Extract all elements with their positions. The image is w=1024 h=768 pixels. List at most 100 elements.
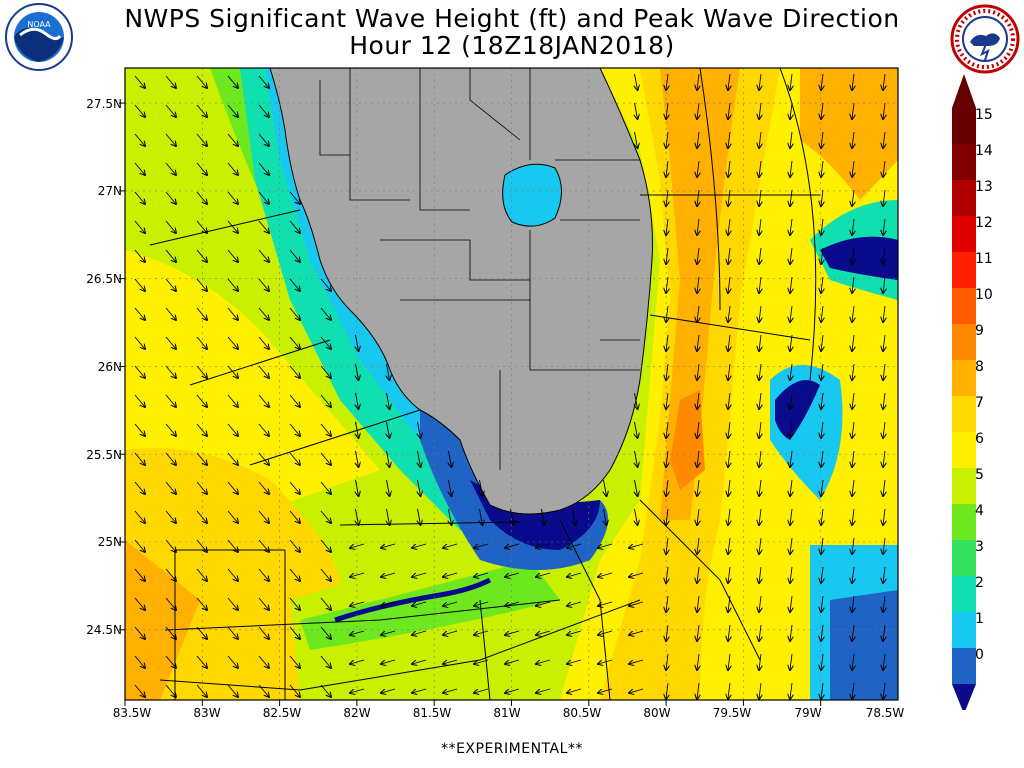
wave-arrow: [196, 75, 207, 88]
wave-arrow: [666, 334, 668, 351]
wave-arrow: [852, 479, 854, 496]
wave-arrow: [697, 276, 699, 293]
wave-arrow: [629, 630, 644, 635]
wave-arrow: [728, 73, 730, 90]
wave-arrow: [821, 624, 823, 641]
legend-swatch: [952, 180, 976, 216]
wave-arrow: [227, 336, 238, 349]
wave-arrow: [320, 597, 331, 610]
wave-arrow: [289, 249, 300, 262]
legend-label: 7: [975, 395, 984, 411]
wave-arrow: [790, 479, 792, 496]
wave-arrow: [196, 336, 207, 349]
legend-arrow-max: [952, 74, 976, 108]
wave-arrow: [635, 73, 638, 90]
wave-arrow: [821, 421, 823, 438]
wave-direction-arrows: [134, 73, 885, 699]
wave-arrow: [567, 630, 582, 635]
wave-arrow: [666, 160, 668, 177]
wave-arrow: [258, 162, 269, 175]
wave-arrow: [852, 276, 854, 293]
wave-arrow: [505, 659, 520, 664]
wave-arrow: [165, 539, 176, 552]
legend-label: 1: [975, 611, 984, 627]
wave-arrow: [697, 508, 699, 525]
wave-arrow: [598, 601, 613, 606]
title-line-1: NWPS Significant Wave Height (ft) and Pe…: [124, 4, 900, 33]
wave-arrow: [227, 75, 238, 88]
wave-arrow: [821, 653, 823, 670]
wave-arrow: [567, 543, 582, 548]
wave-arrow: [883, 189, 885, 206]
wave-arrow: [320, 336, 331, 349]
wave-arrow: [697, 73, 699, 90]
lon-label: 80W: [643, 706, 671, 720]
wave-arrow: [728, 305, 730, 322]
title-line-2: Hour 12 (18Z18JAN2018): [349, 31, 675, 60]
wave-arrow: [350, 659, 365, 664]
wave-arrow: [598, 630, 613, 635]
wave-arrow: [165, 365, 176, 378]
wave-arrow: [320, 365, 331, 378]
legend-arrow-min: [952, 684, 976, 710]
wave-arrow: [289, 626, 300, 639]
wave-arrow: [134, 365, 145, 378]
experimental-footer: **EXPERIMENTAL**: [441, 741, 583, 757]
axis-ticks: [119, 102, 822, 706]
wave-arrow: [227, 481, 238, 494]
wave-arrow: [697, 363, 699, 380]
legend-swatch: [952, 324, 976, 360]
wave-arrow: [697, 479, 699, 496]
wave-arrow: [387, 421, 390, 438]
legend-label: 14: [975, 143, 993, 159]
wave-arrow: [759, 247, 761, 264]
wave-arrow: [381, 659, 396, 664]
wave-arrow: [790, 189, 792, 206]
wave-arrow: [759, 392, 761, 409]
lon-label: 78.5W: [865, 706, 905, 720]
wave-arrow: [852, 421, 854, 438]
wave-arrow: [666, 131, 668, 148]
wave-band-keys-green: [300, 560, 560, 650]
wave-arrow: [883, 73, 885, 90]
wave-arrow: [356, 392, 359, 409]
wave-arrow: [227, 568, 238, 581]
wave-arrow: [790, 102, 792, 119]
wave-arrow: [666, 392, 668, 409]
wave-arrow: [697, 566, 699, 583]
wave-arrow: [697, 102, 699, 119]
wave-arrow: [821, 189, 823, 206]
legend-swatch: [952, 252, 976, 288]
wave-arrow: [412, 572, 427, 577]
wave-arrow: [728, 334, 730, 351]
wave-arrow: [443, 688, 458, 693]
wave-arrow: [852, 218, 854, 235]
wave-arrow: [728, 392, 730, 409]
wave-arrow: [883, 508, 885, 525]
wave-arrow: [759, 305, 761, 322]
legend-swatch: [952, 504, 976, 540]
wave-arrow: [289, 568, 300, 581]
lat-label: 27N: [97, 184, 122, 198]
wave-arrow: [196, 423, 207, 436]
wave-arrow: [258, 423, 269, 436]
wave-arrow: [759, 537, 761, 554]
wave-arrow: [790, 537, 792, 554]
wave-arrow: [505, 630, 520, 635]
wave-arrow: [449, 508, 452, 525]
wave-arrow: [821, 537, 823, 554]
wave-arrow: [536, 630, 551, 635]
wave-arrow: [227, 133, 238, 146]
wave-arrow: [759, 653, 761, 670]
wave-arrow: [666, 247, 668, 264]
wave-arrow: [666, 363, 668, 380]
wave-arrow: [165, 191, 176, 204]
wave-arrow: [196, 655, 207, 668]
wave-arrow: [381, 543, 396, 548]
wave-arrow: [790, 131, 792, 148]
wave-arrow: [883, 479, 885, 496]
wave-arrow: [165, 626, 176, 639]
wave-arrow: [289, 423, 300, 436]
wave-arrow: [134, 568, 145, 581]
legend-swatch: [952, 288, 976, 324]
